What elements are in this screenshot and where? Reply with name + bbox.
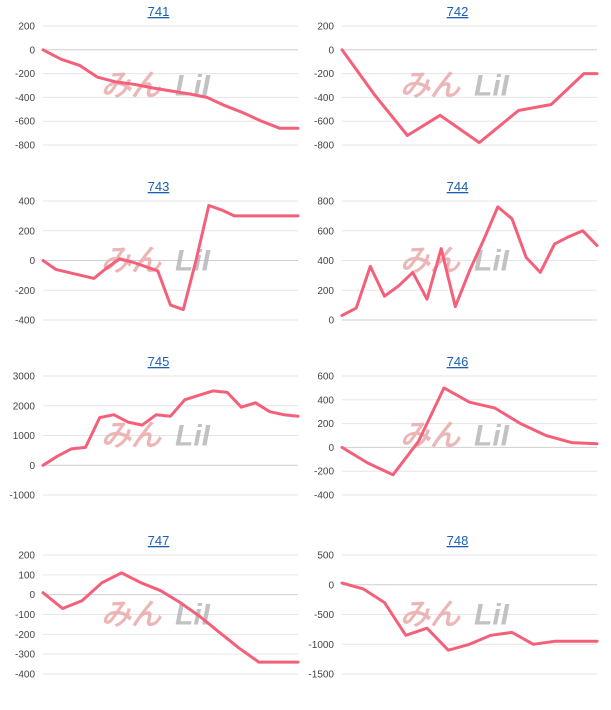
y-tick-label: -500 — [314, 610, 334, 621]
y-tick-label: 0 — [328, 580, 334, 591]
y-tick-label: 200 — [18, 226, 35, 237]
chart-title-link[interactable]: 745 — [148, 354, 170, 369]
chart-title-link[interactable]: 748 — [447, 533, 469, 548]
watermark-logo-part2: LiI — [474, 599, 510, 632]
y-tick-label: -400 — [15, 316, 35, 327]
y-tick-label: 200 — [18, 22, 35, 33]
watermark-logo-part2: LiI — [175, 420, 211, 453]
y-tick-label: -200 — [15, 69, 35, 80]
watermark-logo-part2: LiI — [474, 70, 510, 103]
y-tick-label: 200 — [18, 551, 35, 562]
chart-745: 745 3000 2000 1000 0 -1000 みん LiI — [9, 354, 300, 502]
series-line — [340, 386, 599, 477]
watermark-logo-part1: みん — [101, 420, 162, 453]
y-tick-label: 100 — [18, 570, 35, 581]
y-tick-label: -800 — [314, 141, 334, 152]
y-tick-label: 0 — [29, 256, 35, 267]
watermark-logo-part1: みん — [400, 599, 461, 632]
series-line — [340, 581, 599, 652]
chart-title-link[interactable]: 746 — [447, 354, 469, 369]
y-tick-label: -200 — [15, 286, 35, 297]
y-tick-label: -400 — [314, 491, 334, 502]
watermark-logo-part1: みん — [101, 599, 162, 632]
y-tick-label: -200 — [314, 69, 334, 80]
y-tick-label: -1000 — [308, 640, 334, 651]
y-tick-label: 500 — [317, 551, 334, 562]
y-tick-label: 400 — [18, 197, 35, 208]
chart-title-link[interactable]: 741 — [148, 4, 170, 19]
y-tick-label: 400 — [317, 395, 334, 406]
y-tick-label: 600 — [317, 372, 334, 383]
series-line — [340, 48, 599, 145]
series-line — [41, 571, 300, 664]
y-tick-label: -200 — [15, 630, 35, 641]
y-tick-label: -800 — [15, 141, 35, 152]
y-tick-label: 600 — [317, 226, 334, 237]
y-tick-label: -400 — [314, 93, 334, 104]
series-line — [41, 389, 300, 467]
series-line — [41, 48, 300, 130]
y-tick-label: -300 — [15, 650, 35, 661]
watermark-logo-part1: みん — [400, 245, 461, 278]
y-tick-label: -1000 — [9, 491, 35, 502]
y-tick-label: 200 — [317, 286, 334, 297]
chart-title-link[interactable]: 743 — [148, 179, 170, 194]
chart-title-link[interactable]: 744 — [447, 179, 469, 194]
y-tick-label: 400 — [317, 256, 334, 267]
y-tick-label: -600 — [15, 117, 35, 128]
y-tick-label: 200 — [317, 22, 334, 33]
y-tick-label: -600 — [314, 117, 334, 128]
y-tick-label: 3000 — [13, 372, 36, 383]
chart-746: 746 600 400 200 0 -200 -400 みん LiI — [314, 354, 599, 502]
watermark-logo-part2: LiI — [474, 420, 510, 453]
chart-748: 748 500 0 -500 -1000 -1500 みん LiI — [308, 533, 599, 681]
series-line — [340, 205, 599, 317]
y-tick-label: 200 — [317, 419, 334, 430]
y-tick-label: 0 — [29, 461, 35, 472]
watermark-logo-part1: みん — [400, 420, 461, 453]
y-tick-label: 0 — [328, 45, 334, 56]
chart-title-link[interactable]: 742 — [447, 4, 469, 19]
y-tick-label: -100 — [15, 610, 35, 621]
chart-title-link[interactable]: 747 — [148, 533, 170, 548]
y-tick-label: -1500 — [308, 670, 334, 681]
watermark-logo-part1: みん — [400, 70, 461, 103]
y-tick-label: 0 — [328, 316, 334, 327]
series-line — [41, 204, 300, 312]
y-tick-label: 0 — [328, 443, 334, 454]
y-tick-label: -400 — [15, 93, 35, 104]
y-tick-label: -200 — [314, 467, 334, 478]
y-tick-label: 2000 — [13, 401, 36, 412]
y-tick-label: 0 — [29, 45, 35, 56]
y-tick-label: 0 — [29, 590, 35, 601]
y-tick-label: 800 — [317, 197, 334, 208]
watermark-logo-part1: みん — [101, 70, 162, 103]
y-tick-label: 1000 — [13, 431, 36, 442]
y-tick-label: -400 — [15, 670, 35, 681]
chart-742: 742 200 0 -200 -400 -600 -800 みん LiI — [314, 4, 599, 152]
